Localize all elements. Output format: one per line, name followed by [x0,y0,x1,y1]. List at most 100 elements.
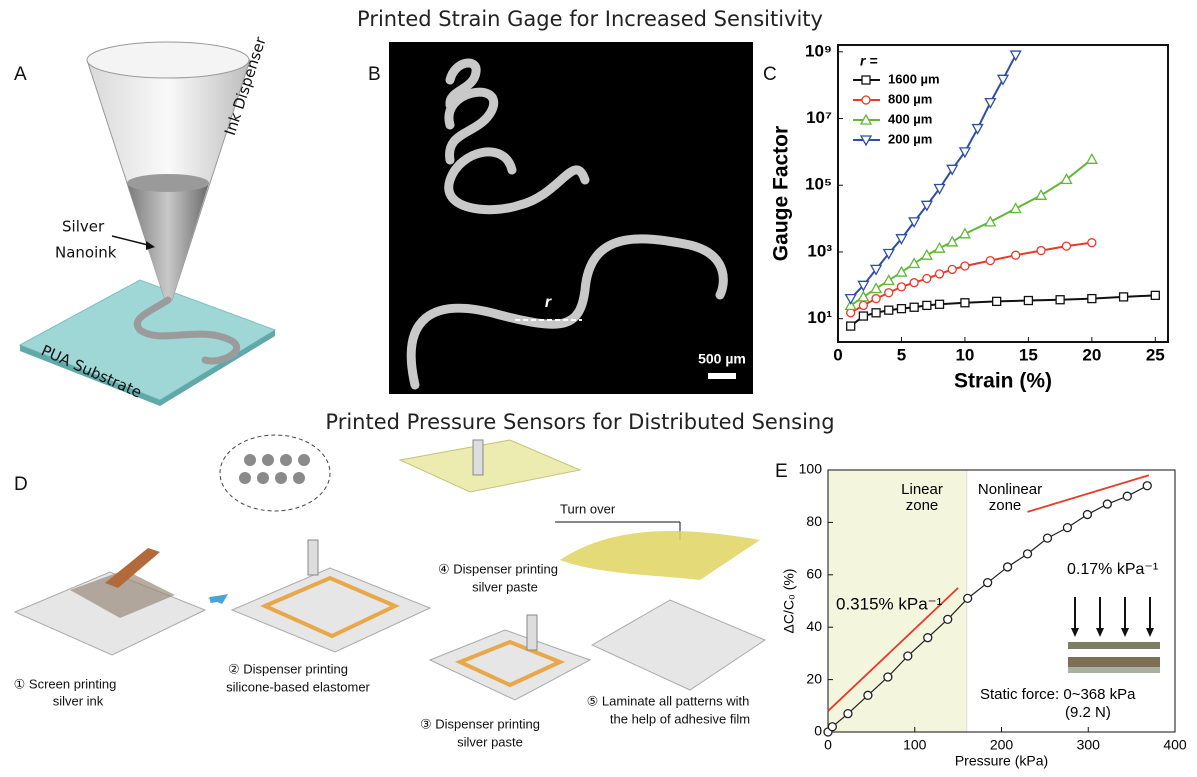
marker [1012,251,1020,259]
scale-bar [708,373,736,379]
marker [924,634,932,642]
marker [922,250,932,259]
section-title: Printed Strain Gage for Increased Sensit… [357,7,823,31]
marker [935,243,945,252]
marker [944,615,952,623]
marker [993,297,1001,305]
marker [909,259,919,268]
marker [948,265,956,273]
marker [947,237,957,246]
step-label: silver paste [457,734,523,749]
marker [923,301,931,309]
annotation: zone [989,497,1022,514]
marker [1011,204,1021,213]
marker [847,322,855,330]
annotation: r [545,294,552,311]
panel-label: C [763,64,777,85]
y-tick-label: 0 [814,723,822,739]
marker [1011,51,1021,60]
legend-label: 800 µm [888,91,932,106]
figure: Printed Strain Gage for Increased Sensit… [0,0,1197,773]
marker [864,691,872,699]
marker [885,306,893,314]
marker [859,312,867,320]
layer [1068,657,1160,667]
y-tick-label: 10⁹ [805,41,832,60]
marker [872,295,880,303]
force-icon [1068,597,1160,673]
marker [1037,247,1045,255]
marker [998,75,1008,84]
marker [904,652,912,660]
marker [973,125,983,134]
step-label: the help of adhesive film [610,711,750,726]
marker [961,262,969,270]
series-line [851,295,1156,326]
step-label: ② Dispenser printing [228,661,348,676]
arrow [210,598,224,600]
marker [896,267,906,276]
panel-label: B [368,64,381,85]
x-tick-label: 5 [897,345,906,364]
step-label: silver paste [472,579,538,594]
force-arrowhead [1096,628,1104,637]
y-axis-label: ΔC/C₀ (%) [781,569,797,634]
y-tick-label: 10¹ [807,308,832,327]
nozzle [527,615,537,650]
micrograph [389,42,753,394]
annotation: Turn over [560,501,616,516]
step-label: ④ Dispenser printing [438,561,558,576]
legend-label: 1600 µm [888,71,940,86]
x-tick-label: 10 [955,345,974,364]
step-label: silver ink [53,693,104,708]
marker [910,303,918,311]
marker [862,96,870,104]
step-label: ③ Dispenser printing [420,716,540,731]
marker [872,309,880,317]
marker [884,275,894,284]
panel-label: D [14,474,28,495]
board [592,600,765,690]
annotation: 0.17% kPa⁻¹ [1067,561,1158,578]
marker [910,279,918,287]
panel-b: B r 500 µm [368,42,753,394]
marker [862,76,870,84]
marker [1123,492,1131,500]
annotation: Static force: 0~368 kPa [980,686,1136,703]
layer [1068,667,1160,673]
marker [1088,239,1096,247]
marker [871,284,881,293]
legend-label: 400 µm [888,111,932,126]
x-tick-label: 20 [1082,345,1101,364]
marker [885,289,893,297]
marker [1103,500,1111,508]
legend-label: 200 µm [888,131,932,146]
annotation: Silver [62,218,105,236]
marker [1151,291,1159,299]
scale-label: 500 µm [698,351,746,367]
panel-label: A [14,64,27,85]
y-axis-label: Gauge Factor [770,126,793,261]
annotation: 0.315% kPa⁻¹ [836,594,943,613]
marker [985,99,995,108]
x-axis-label: Pressure (kPa) [955,753,1048,769]
step-label: ① Screen printing [14,676,117,691]
marker [1063,524,1071,532]
marker [1083,511,1091,519]
x-tick-label: 100 [903,737,927,753]
panel-label: E [775,461,788,482]
force-arrowhead [1121,628,1129,637]
y-tick-label: 20 [806,670,822,686]
marker [985,217,995,226]
marker [859,301,867,309]
annotation: Linear [901,481,943,498]
step-label: silicone-based elastomer [226,679,370,694]
x-tick-label: 0 [833,345,842,364]
marker [1024,550,1032,558]
section-title: Printed Pressure Sensors for Distributed… [325,410,834,434]
marker [828,723,836,731]
marker [858,292,868,301]
zoom-circle [220,435,330,511]
nozzle [308,540,318,575]
marker [1062,242,1070,250]
